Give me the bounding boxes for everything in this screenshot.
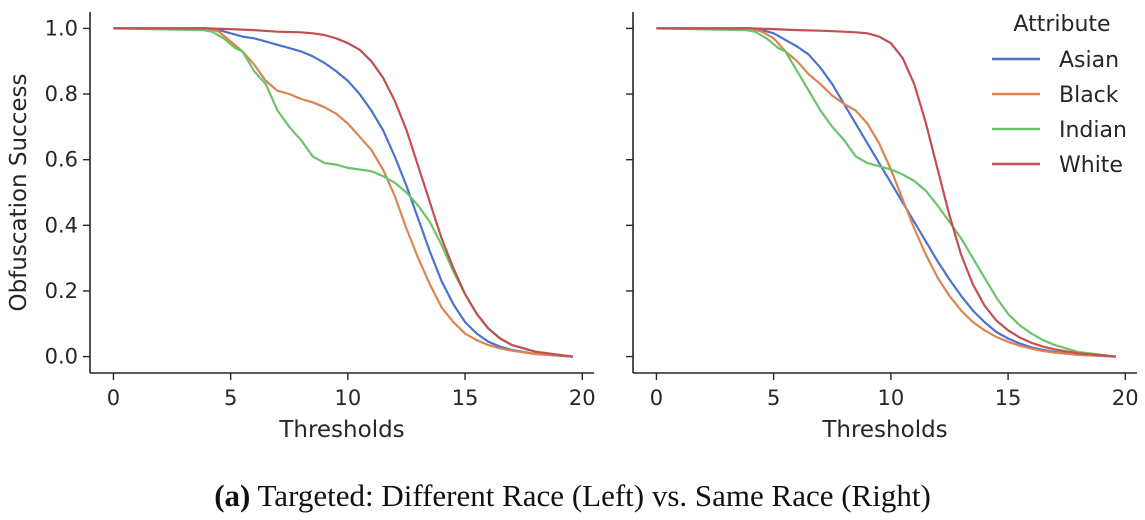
y-tick-label: 0.8 bbox=[45, 82, 78, 106]
legend-title: Attribute bbox=[1013, 12, 1110, 37]
legend-label-black: Black bbox=[1059, 83, 1119, 108]
x-tick-label: 5 bbox=[767, 386, 780, 410]
chart-panel-left: 0 5 10 15 20 0.0 0.2 0.4 0.6 0.8 1.0 Thresholds Obfu… bbox=[6, 12, 596, 443]
x-tick-label: 20 bbox=[569, 386, 596, 410]
x-tick-label: 5 bbox=[224, 386, 237, 410]
y-tick-label: 0.0 bbox=[45, 345, 78, 369]
caption-label: (a) bbox=[214, 478, 251, 513]
series-line-black bbox=[656, 27, 1116, 358]
series-line-white bbox=[113, 27, 574, 358]
caption-text: Targeted: Different Race (Left) vs. Same… bbox=[250, 478, 931, 513]
series-line-indian bbox=[656, 27, 1117, 358]
series-line-black bbox=[113, 27, 573, 358]
y-axis-title: Obfuscation Success bbox=[6, 73, 32, 311]
x-axis-title: Thresholds bbox=[278, 417, 404, 443]
chart-panel-right: 0 5 10 15 20 Thresholds bbox=[626, 12, 1139, 443]
x-tick-label: 10 bbox=[877, 386, 904, 410]
x-tick-label: 10 bbox=[334, 386, 361, 410]
y-tick-label: 0.6 bbox=[45, 148, 78, 172]
y-tick-label: 0.4 bbox=[45, 213, 78, 237]
series-line-asian bbox=[656, 27, 1116, 358]
legend-label-white: White bbox=[1059, 153, 1123, 178]
series-line-asian bbox=[113, 27, 573, 358]
series-line-white bbox=[656, 27, 1117, 358]
legend-label-asian: Asian bbox=[1059, 48, 1119, 73]
x-tick-label: 15 bbox=[995, 386, 1022, 410]
x-tick-label: 0 bbox=[650, 386, 663, 410]
x-axis-title: Thresholds bbox=[821, 417, 947, 443]
x-tick-label: 20 bbox=[1112, 386, 1139, 410]
y-tick-label: 1.0 bbox=[45, 16, 78, 40]
legend-label-indian: Indian bbox=[1059, 118, 1127, 143]
x-tick-label: 15 bbox=[452, 386, 479, 410]
x-tick-label: 0 bbox=[107, 386, 120, 410]
legend: Attribute Asian Black Indian White bbox=[992, 12, 1127, 178]
y-tick-label: 0.2 bbox=[45, 279, 78, 303]
figure-caption: (a) Targeted: Different Race (Left) vs. … bbox=[0, 478, 1145, 514]
